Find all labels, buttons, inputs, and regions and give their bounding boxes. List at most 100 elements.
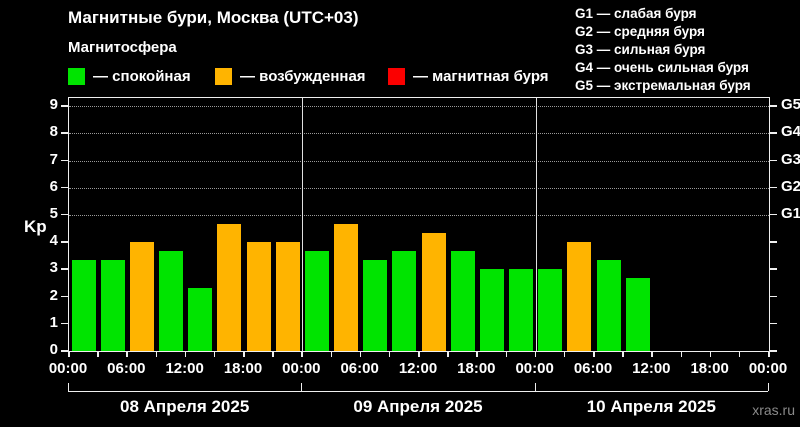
x-axis-tick: [126, 351, 128, 357]
kp-bar: [275, 242, 300, 351]
kp-bar: [509, 269, 534, 351]
x-axis-tick: [447, 351, 449, 357]
x-axis-tick: [680, 351, 682, 357]
kp-bar: [159, 251, 184, 351]
x-axis-tick: [97, 351, 99, 357]
kp-bar: [596, 260, 621, 351]
quiet-color-swatch: [68, 68, 85, 85]
x-axis-tick: [359, 351, 362, 357]
y-axis-tick: [61, 350, 68, 352]
kp-bar: [129, 242, 154, 351]
watermark: xras.ru: [752, 402, 795, 418]
x-axis-label: 06:00: [573, 360, 613, 377]
kp-bar: [479, 269, 504, 351]
page-title: Магнитные бури, Москва (UTC+03): [68, 8, 359, 27]
x-axis-tick: [243, 351, 245, 357]
right-axis-tick: [770, 213, 777, 216]
x-axis-label: 00:00: [282, 360, 321, 377]
plot-area: [68, 97, 770, 352]
chart-subtitle: Магнитосфера: [68, 39, 177, 56]
y-axis-label: 6: [49, 177, 58, 195]
right-axis-label-g3: G3: [781, 150, 800, 168]
x-axis-tick: [68, 351, 70, 357]
bracket-tick: [301, 383, 303, 391]
y-axis-label: 1: [49, 313, 58, 331]
kp-bar: [217, 223, 242, 351]
x-axis-tick: [388, 351, 391, 357]
y-axis-tick: [61, 241, 68, 243]
y-axis-label: 5: [49, 204, 58, 222]
date-label: 08 Апреля 2025: [120, 397, 250, 416]
right-axis-tick: [770, 350, 777, 352]
kp-bar: [625, 278, 650, 351]
gridline-kp-7: [69, 160, 769, 162]
g-legend-line-g5: G5 — экстремальная буря: [575, 78, 751, 93]
y-axis-label: 3: [49, 259, 58, 277]
right-axis-tick: [770, 295, 777, 298]
right-axis-label-g2: G2: [781, 177, 800, 195]
x-axis-tick: [213, 351, 216, 357]
right-axis-label-g4: G4: [781, 123, 800, 141]
x-axis-tick: [505, 351, 507, 357]
y-axis-tick: [61, 105, 68, 107]
right-axis-tick: [770, 105, 777, 107]
x-axis-tick: [622, 351, 624, 357]
x-axis-tick: [330, 351, 332, 357]
x-axis-label: 06:00: [107, 360, 146, 377]
legend-item-excited: — возбужденная: [215, 68, 366, 85]
y-axis-tick: [61, 322, 68, 325]
x-axis-label: 12:00: [398, 360, 438, 377]
kp-bar: [567, 242, 592, 351]
gridline-kp-5: [69, 214, 769, 216]
x-axis-tick: [476, 351, 478, 357]
kp-bar: [421, 233, 446, 351]
g-legend-line-g3: G3 — сильная буря: [575, 42, 706, 57]
x-axis-label: 00:00: [48, 360, 88, 377]
g-legend-line-g4: G4 — очень сильная буря: [575, 60, 749, 75]
g-scale-legend: G1 — слабая буря G2 — средняя буря G3 — …: [575, 5, 751, 95]
bracket-tick: [68, 383, 69, 391]
day-separator: [302, 98, 304, 351]
legend-label-storm: — магнитная буря: [413, 68, 549, 85]
y-axis-tick: [61, 159, 68, 162]
x-axis-label: 18:00: [690, 360, 729, 377]
x-axis-label: 12:00: [165, 360, 204, 377]
x-axis-tick: [418, 351, 420, 357]
x-axis-tick: [563, 351, 566, 357]
g-legend-line-g1: G1 — слабая буря: [575, 6, 697, 21]
y-axis-label: 0: [49, 341, 58, 358]
y-axis-tick: [61, 295, 68, 298]
y-axis-label: 9: [49, 96, 58, 114]
legend-label-quiet: — спокойная: [93, 68, 191, 85]
kp-bar: [392, 251, 417, 351]
y-axis-tick: [61, 132, 68, 134]
y-axis-tick: [61, 213, 68, 216]
gridline-kp-6: [69, 187, 769, 189]
y-axis-label: 4: [49, 232, 58, 250]
y-axis-tick: [61, 268, 68, 270]
kp-bar: [246, 242, 271, 351]
excited-color-swatch: [215, 68, 232, 85]
day-separator: [535, 98, 537, 351]
right-axis-tick: [770, 268, 777, 270]
x-axis-tick: [709, 351, 712, 357]
x-axis-tick: [534, 351, 537, 357]
kp-bar: [538, 269, 563, 351]
kp-bar: [100, 260, 125, 351]
x-axis-tick: [651, 351, 653, 357]
x-axis-tick: [593, 351, 595, 357]
x-axis-label: 18:00: [457, 360, 496, 377]
kp-bar: [334, 223, 359, 351]
x-axis-label: 12:00: [632, 360, 671, 377]
date-label: 10 Апреля 2025: [586, 397, 716, 416]
legend-label-excited: — возбужденная: [240, 68, 366, 85]
right-axis-tick: [770, 159, 777, 162]
x-axis-label: 00:00: [515, 360, 554, 377]
legend-item-storm: — магнитная буря: [388, 68, 549, 85]
y-axis-label: 7: [49, 150, 58, 168]
x-axis-tick: [738, 351, 741, 357]
g-legend-line-g2: G2 — средняя буря: [575, 24, 705, 39]
bracket-tick: [768, 383, 769, 391]
gridline-kp-9: [69, 106, 769, 108]
